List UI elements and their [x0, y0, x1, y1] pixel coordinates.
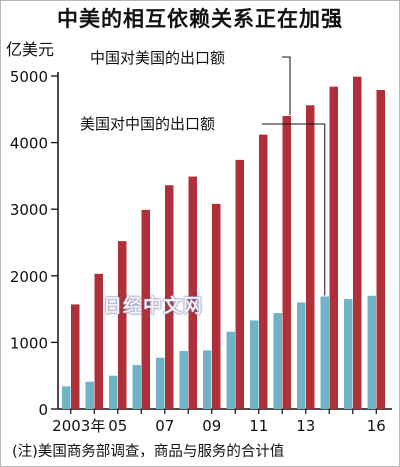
x-tick-label: 16: [367, 417, 386, 435]
legend-leader-china-exports: [282, 56, 291, 115]
bar-us-exports-2006: [132, 365, 141, 409]
y-tick-label: 0: [38, 401, 48, 419]
y-tick-label: 3000: [10, 201, 48, 219]
bar-us-exports-2010: [226, 331, 235, 409]
watermark-text: 日经中文网: [103, 295, 204, 317]
bar-china-exports-2006: [141, 209, 150, 409]
x-tick-label: 13: [296, 417, 315, 435]
x-tick-label: 2003年: [52, 417, 105, 435]
bar-china-exports-2010: [235, 159, 244, 409]
bar-china-exports-2007: [165, 185, 174, 409]
bar-us-exports-2004: [85, 381, 94, 409]
bar-china-exports-2013: [306, 105, 315, 409]
bar-us-exports-2014: [320, 296, 329, 409]
bar-china-exports-2015: [353, 76, 362, 409]
y-tick-label: 1000: [10, 334, 48, 352]
legend-leader-us-exports: [262, 123, 326, 296]
chart-footnote: (注)美国商务部调查，商品与服务的合计值: [12, 444, 285, 460]
bar-us-exports-2012: [273, 313, 282, 409]
bar-china-exports-2004: [94, 273, 103, 409]
bar-china-exports-2003: [71, 304, 80, 409]
bar-us-exports-2007: [156, 357, 165, 409]
x-tick-label: 09: [202, 417, 221, 435]
bar-china-exports-2005: [118, 241, 127, 409]
y-axis-unit-label: 亿美元: [6, 40, 55, 59]
bar-china-exports-2011: [259, 134, 268, 409]
bar-us-exports-2013: [297, 302, 306, 409]
bar-china-exports-2016: [376, 89, 385, 410]
legend-label-china-exports: 中国对美国的出口额: [90, 49, 225, 67]
bar-china-exports-2008: [188, 176, 197, 409]
y-tick-label: 4000: [10, 135, 48, 153]
x-tick-label: 11: [249, 417, 268, 435]
legend-label-us-exports: 美国对中国的出口额: [80, 115, 215, 133]
bar-us-exports-2005: [109, 375, 118, 409]
x-tick-label: 07: [155, 417, 174, 435]
bar-us-exports-2016: [367, 295, 376, 409]
x-tick-label: 05: [108, 417, 127, 435]
bar-china-exports-2012: [282, 115, 291, 410]
bar-us-exports-2008: [179, 351, 188, 409]
bar-china-exports-2009: [212, 203, 221, 409]
bar-us-exports-2011: [250, 320, 259, 409]
bar-us-exports-2003: [62, 386, 71, 409]
chart-title: 中美的相互依赖关系正在加强: [57, 7, 343, 31]
y-tick-label: 5000: [10, 68, 48, 86]
bar-us-exports-2009: [203, 350, 212, 409]
y-tick-label: 2000: [10, 268, 48, 286]
bar-us-exports-2015: [344, 299, 353, 409]
bar-china-exports-2014: [329, 86, 338, 409]
